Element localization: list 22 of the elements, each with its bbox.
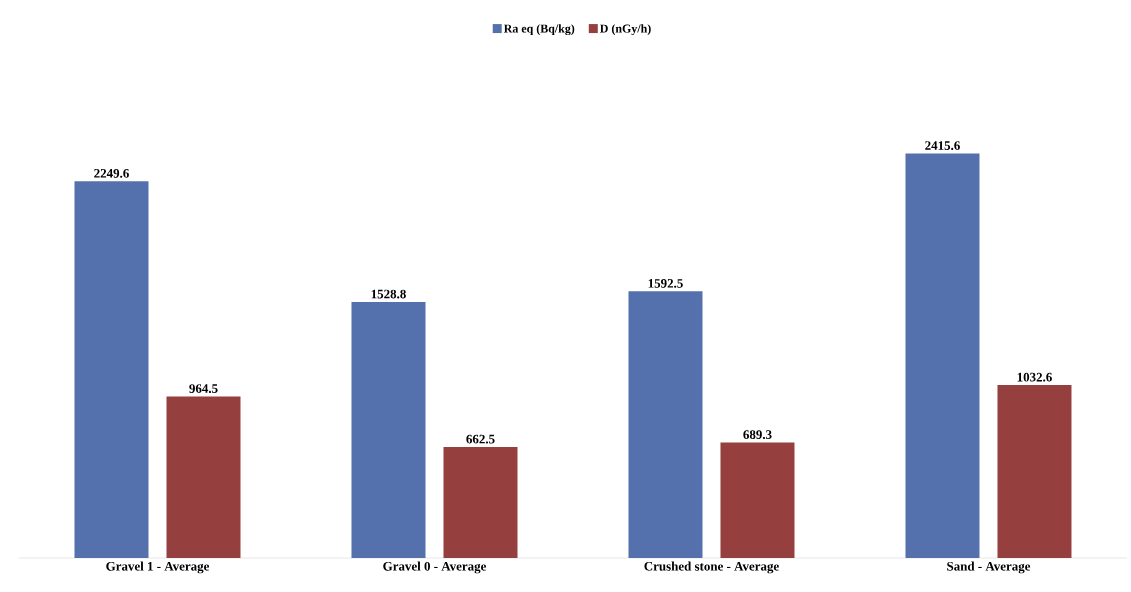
data-label: 689.3 [743, 430, 772, 440]
legend-label: Ra eq (Bq/kg) [503, 24, 575, 36]
data-label: 1592.5 [648, 279, 683, 288]
data-label: 1528.8 [371, 289, 406, 299]
data-label: 2249.6 [94, 169, 129, 178]
bar [720, 442, 795, 558]
data-label: 662.5 [466, 434, 495, 444]
x-tick-label: Gravel 0 - Average [383, 561, 487, 574]
data-label: 1032.6 [1017, 372, 1052, 382]
bar [628, 291, 703, 558]
bar [997, 385, 1072, 558]
x-tick-label: Crushed stone - Average [644, 561, 779, 574]
bar [351, 301, 426, 558]
bar [74, 181, 149, 558]
data-label: 2415.6 [925, 141, 960, 150]
bar [443, 447, 518, 558]
data-label: 964.5 [189, 384, 218, 393]
bar [166, 396, 241, 558]
legend-label: D (nGy/h) [599, 24, 651, 36]
x-tick-label: Sand - Average [947, 561, 1031, 574]
bar [905, 153, 980, 558]
x-tick-label: Gravel 1 - Average [106, 561, 210, 574]
